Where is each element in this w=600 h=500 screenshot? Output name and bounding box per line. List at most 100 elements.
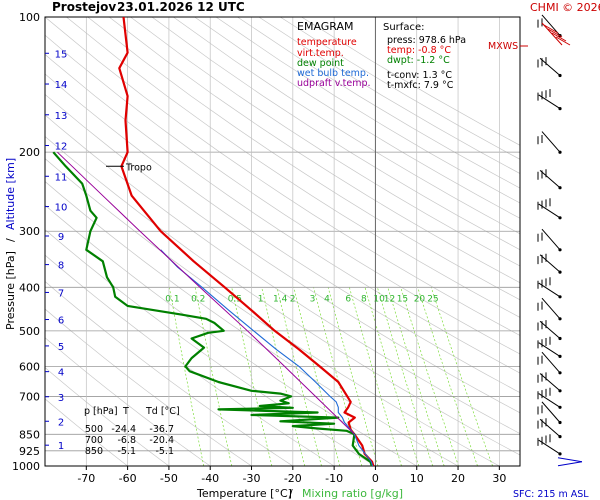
mixing-ratio-line	[261, 287, 306, 466]
altitude-tick-label: 9	[58, 232, 64, 243]
wind-barb-dot	[558, 107, 562, 111]
altitude-tick-label: 10	[55, 203, 68, 214]
wind-barb-staff	[539, 373, 561, 392]
table-cell: -36.7	[149, 424, 174, 435]
mixing-ratio-tick-label: 0.2	[191, 294, 205, 304]
mixing-ratio-tick-label: 3	[310, 294, 316, 304]
wind-barbs	[537, 14, 583, 467]
mixing-ratio-tick-label: 25	[427, 294, 438, 304]
surface-wind	[557, 457, 583, 467]
surface-title: Surface:	[383, 22, 424, 33]
table-cell: 850	[85, 446, 103, 457]
wind-barb	[537, 253, 562, 274]
series-dew-point	[52, 151, 373, 466]
mxws-barb-feather	[547, 28, 563, 38]
pressure-tick-label: 400	[19, 281, 40, 294]
x-tick-label: 10	[410, 472, 424, 485]
pressure-tick-label: 925	[19, 445, 40, 458]
wind-barb-dot	[558, 150, 562, 154]
plot-grid	[45, 17, 520, 466]
wind-barb	[537, 88, 562, 111]
wind-barb-dot	[558, 371, 562, 375]
altitude-axis-label: Altitude [km]	[4, 158, 17, 230]
dry-adiabat	[45, 93, 520, 414]
wind-barb-staff	[539, 254, 561, 273]
mixing-ratio-tick-label: 0.1	[165, 294, 179, 304]
x-tick-label: 20	[451, 472, 465, 485]
table-header: Td [°C]	[145, 406, 180, 417]
wind-barb-dot	[558, 452, 562, 456]
wind-barb	[537, 372, 562, 393]
altitude-tick-label: 13	[55, 111, 68, 122]
x-tick-label: -60	[119, 472, 137, 485]
pressure-tick-label: 200	[19, 146, 40, 159]
legend-entry-dew-point: dew point	[297, 58, 344, 69]
dry-adiabat	[45, 34, 520, 355]
wind-barb-staff	[541, 131, 561, 153]
mxws-label: MXWS	[488, 41, 518, 52]
wind-barb-dot	[558, 248, 562, 252]
altitude-tick-label: 8	[58, 261, 64, 272]
x-tick-label: -70	[77, 472, 95, 485]
mixing-ratio-tick-label: 15	[397, 294, 408, 304]
wind-barb-dot	[558, 405, 562, 409]
x-tick-label: 0	[372, 472, 379, 485]
wind-barb-dot	[558, 186, 562, 190]
dry-adiabat	[45, 53, 520, 374]
wind-barb	[537, 351, 562, 375]
surface-line: t-conv: 1.3 °C	[387, 70, 452, 81]
wind-barb-dot	[558, 420, 562, 425]
wind-barb-staff	[539, 320, 561, 339]
mixing-ratio-tick-label: 6	[345, 294, 351, 304]
x-axis-label: Temperature [°C]	[196, 487, 292, 500]
wind-barb-staff	[539, 57, 561, 76]
mixing-ratio-tick-label: 1	[258, 294, 264, 304]
legend-entry-virt-temp: virt.temp.	[297, 48, 344, 59]
mixing-ratio-label: Mixing ratio [g/kg]	[302, 487, 403, 500]
dry-adiabat	[45, 73, 520, 394]
dry-adiabat	[66, 17, 520, 318]
mxws-barb-feather	[551, 32, 567, 42]
sfc-label: SFC: 215 m ASL	[513, 489, 589, 500]
wind-barb	[537, 434, 562, 456]
dry-adiabat	[173, 17, 520, 235]
mixing-ratio-line	[231, 287, 273, 466]
wind-barb-staff	[541, 297, 561, 320]
wind-barb	[537, 277, 562, 299]
dry-adiabat	[45, 17, 520, 336]
altitude-tick-label: 7	[58, 288, 64, 299]
dry-adiabat	[45, 114, 520, 434]
wind-barb-dot	[558, 317, 562, 321]
pressure-axis-label: Pressure [hPa]	[4, 251, 17, 330]
credit: CHMI © 2026	[530, 1, 600, 14]
dry-adiabat	[215, 17, 520, 204]
mxws-barb-staff	[541, 22, 563, 46]
pressure-tick-label: 1000	[12, 460, 40, 473]
altitude-tick-label: 11	[55, 172, 68, 183]
y-axis-separator: /	[4, 238, 17, 242]
pressure-tick-label: 100	[19, 11, 40, 24]
altitude-tick-label: 14	[55, 80, 68, 91]
series-wet-bulb-temp	[160, 249, 374, 466]
wind-barb-staff	[541, 228, 561, 251]
wind-barb	[537, 336, 562, 358]
mxws-barb-feather	[543, 24, 559, 34]
wind-barb-dot	[558, 295, 562, 299]
mxws-barb	[541, 22, 571, 46]
wind-barb-staff	[539, 418, 561, 437]
mxws-barb-feather	[555, 36, 571, 46]
station-name: Prostejov	[52, 0, 116, 14]
pressure-tick-label: 850	[19, 428, 40, 441]
legend-title: EMAGRAM	[297, 20, 354, 33]
surface-line: t-mxfc: 7.9 °C	[387, 80, 454, 91]
x-tick-label: -40	[201, 472, 219, 485]
wind-barb-dot	[558, 435, 562, 439]
mixing-ratio-tick-label: 20	[414, 294, 426, 304]
surface-line: press: 978.6 hPa	[387, 35, 466, 46]
series-layer	[52, 17, 375, 466]
wind-barb	[537, 297, 562, 321]
altitude-tick-label: 4	[58, 368, 64, 379]
wind-barb	[537, 198, 562, 220]
pressure-tick-label: 700	[19, 390, 40, 403]
